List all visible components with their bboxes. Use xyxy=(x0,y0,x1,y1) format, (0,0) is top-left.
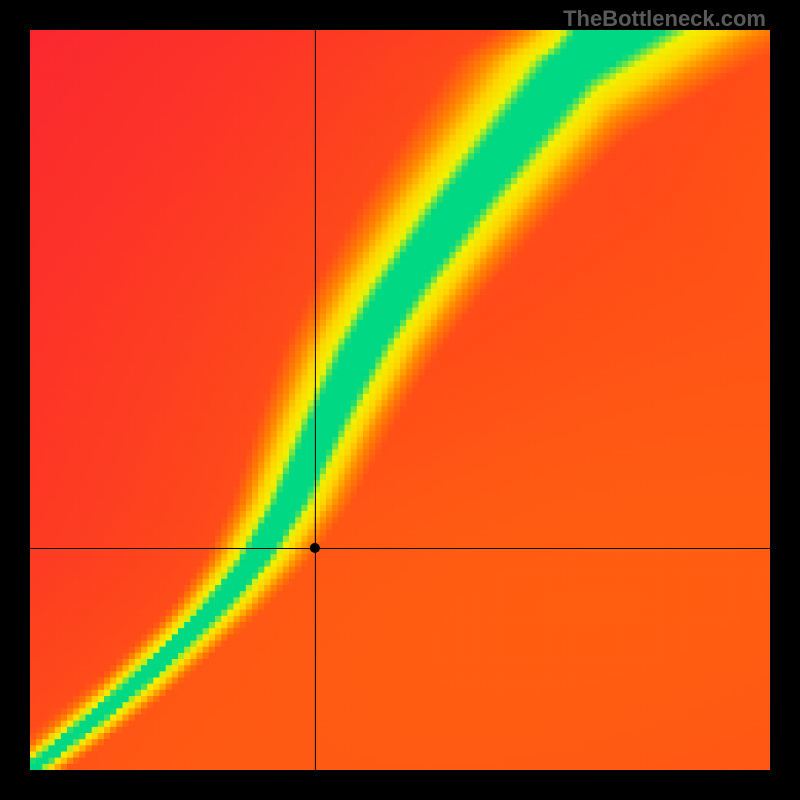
heatmap-plot-area xyxy=(30,30,770,770)
watermark-text: TheBottleneck.com xyxy=(563,6,766,32)
heatmap-canvas xyxy=(30,30,770,770)
chart-root: TheBottleneck.com xyxy=(0,0,800,800)
